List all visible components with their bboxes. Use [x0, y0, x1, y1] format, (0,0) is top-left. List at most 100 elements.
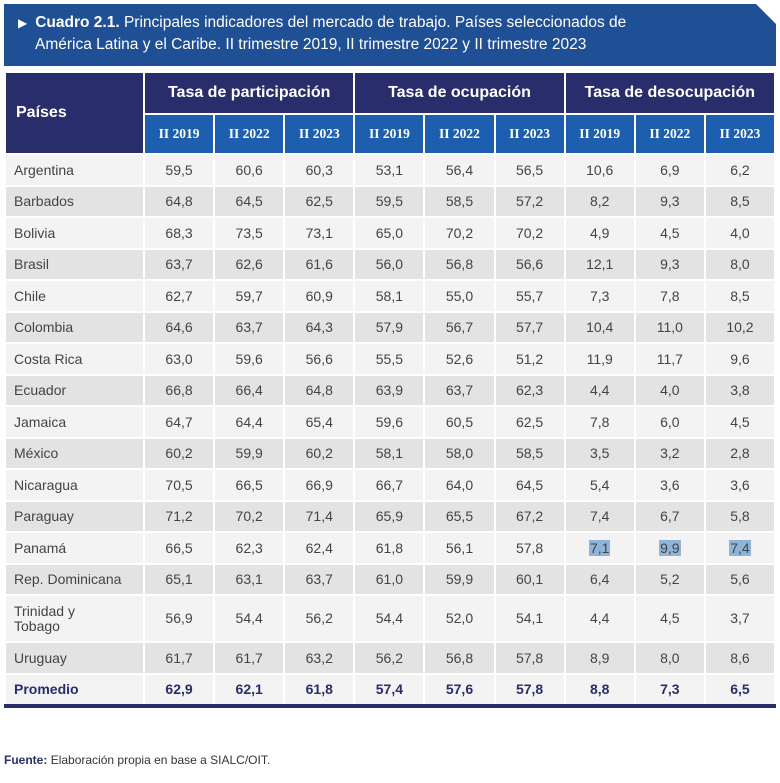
value-cell: 60,6	[213, 153, 286, 187]
value-cell: 51,2	[493, 342, 566, 376]
table-row: Ecuador 66,8 66,4 64,8 63,9 63,7 62,3 4,4 4,0 3,8	[4, 373, 777, 407]
value-cell: 66,4	[213, 373, 286, 407]
value-cell: 3,8	[703, 373, 777, 407]
country-cell: Jamaica	[4, 405, 145, 439]
value-cell: 6,4	[563, 562, 636, 596]
value-cell: 59,9	[213, 436, 286, 470]
header-period: II 2019	[353, 113, 426, 155]
value-cell: 63,7	[142, 247, 216, 281]
value-cell: 71,4	[283, 499, 356, 533]
value-cell: 63,7	[423, 373, 496, 407]
value-cell: 60,9	[283, 279, 356, 313]
value-cell: 4,4	[563, 373, 636, 407]
table-row: Bolivia 68,3 73,5 73,1 65,0 70,2 70,2 4,9 4,5 4,0	[4, 216, 777, 250]
value-cell: 65,4	[283, 405, 356, 439]
value-cell: 55,7	[493, 279, 566, 313]
table-row: Chile 62,7 59,7 60,9 58,1 55,0 55,7 7,3 7,8 8,5	[4, 279, 777, 313]
average-value: 8,8	[563, 672, 636, 708]
value-cell: 58,5	[423, 184, 496, 218]
value-cell: 2,8	[703, 436, 777, 470]
value-cell: 60,5	[423, 405, 496, 439]
value-cell: 58,0	[423, 436, 496, 470]
value-cell: 56,5	[493, 153, 566, 187]
value-cell: 10,4	[563, 310, 636, 344]
average-value: 57,6	[423, 672, 496, 708]
value-cell: 60,2	[142, 436, 216, 470]
value-cell: 7,8	[563, 405, 636, 439]
country-cell: Rep. Dominicana	[4, 562, 145, 596]
value-cell: 70,2	[423, 216, 496, 250]
value-cell: 4,0	[703, 216, 777, 250]
value-cell: 56,0	[353, 247, 426, 281]
value-cell: 64,7	[142, 405, 216, 439]
value-cell: 7,3	[563, 279, 636, 313]
value-cell: 8,0	[703, 247, 777, 281]
value-cell: 11,7	[633, 342, 706, 376]
value-cell: 56,6	[493, 247, 566, 281]
average-value: 57,4	[353, 672, 426, 708]
value-cell: 52,6	[423, 342, 496, 376]
value-cell: 59,6	[353, 405, 426, 439]
value-cell: 6,2	[703, 153, 777, 187]
header-period: II 2022	[423, 113, 496, 155]
average-value: 7,3	[633, 672, 706, 708]
value-cell: 5,2	[633, 562, 706, 596]
average-value: 57,8	[493, 672, 566, 708]
value-cell: 4,5	[703, 405, 777, 439]
source-note: Fuente: Elaboración propia en base a SIA…	[4, 753, 270, 767]
value-cell: 60,2	[283, 436, 356, 470]
value-cell: 9,9	[633, 531, 706, 565]
header-period: II 2019	[563, 113, 636, 155]
table-row: Barbados 64,8 64,5 62,5 59,5 58,5 57,2 8,2 9,3 8,…	[4, 184, 777, 218]
table-row: Trinidad y Tobago 56,9 54,4 56,2 54,4 52,0 54,…	[4, 594, 777, 643]
value-cell: 61,7	[213, 641, 286, 675]
average-value: 62,9	[142, 672, 216, 708]
country-cell: Ecuador	[4, 373, 145, 407]
highlighted-value: 7,1	[588, 539, 611, 556]
highlighted-value: 7,4	[729, 539, 751, 556]
value-cell: 5,4	[563, 468, 636, 502]
country-cell: Argentina	[4, 153, 145, 187]
value-cell: 6,7	[633, 499, 706, 533]
value-cell: 9,3	[633, 247, 706, 281]
value-cell: 57,8	[493, 531, 566, 565]
header-period: II 2022	[633, 113, 706, 155]
average-label: Promedio	[4, 672, 145, 708]
table-row: Jamaica 64,7 64,4 65,4 59,6 60,5 62,5 7,8 6,0 4,5	[4, 405, 777, 439]
header-countries: Países	[4, 71, 145, 155]
value-cell: 56,6	[283, 342, 356, 376]
average-value: 61,8	[283, 672, 356, 708]
source-label: Fuente:	[4, 753, 48, 767]
value-cell: 64,5	[493, 468, 566, 502]
header-period: II 2023	[283, 113, 356, 155]
value-cell: 64,8	[283, 373, 356, 407]
value-cell: 62,4	[283, 531, 356, 565]
value-cell: 10,2	[703, 310, 777, 344]
value-cell: 59,7	[213, 279, 286, 313]
country-cell: Trinidad y Tobago	[4, 594, 145, 643]
value-cell: 3,7	[703, 594, 777, 643]
value-cell: 11,0	[633, 310, 706, 344]
value-cell: 4,9	[563, 216, 636, 250]
value-cell: 59,6	[213, 342, 286, 376]
value-cell: 68,3	[142, 216, 216, 250]
value-cell: 58,1	[353, 279, 426, 313]
table-row: México 60,2 59,9 60,2 58,1 58,0 58,5 3,5 3,2 2,8	[4, 436, 777, 470]
value-cell: 73,1	[283, 216, 356, 250]
country-cell: Nicaragua	[4, 468, 145, 502]
value-cell: 3,2	[633, 436, 706, 470]
table-row: Colombia 64,6 63,7 64,3 57,9 56,7 57,7 10,4 11,0…	[4, 310, 777, 344]
value-cell: 65,1	[142, 562, 216, 596]
average-value: 6,5	[703, 672, 777, 708]
value-cell: 66,7	[353, 468, 426, 502]
value-cell: 54,4	[353, 594, 426, 643]
value-cell: 57,2	[493, 184, 566, 218]
value-cell: 63,9	[353, 373, 426, 407]
value-cell: 56,9	[142, 594, 216, 643]
header-occupation: Tasa de ocupación	[353, 71, 566, 115]
value-cell: 11,9	[563, 342, 636, 376]
value-cell: 56,8	[423, 641, 496, 675]
header-period: II 2023	[493, 113, 566, 155]
value-cell: 61,6	[283, 247, 356, 281]
value-cell: 7,4	[703, 531, 777, 565]
